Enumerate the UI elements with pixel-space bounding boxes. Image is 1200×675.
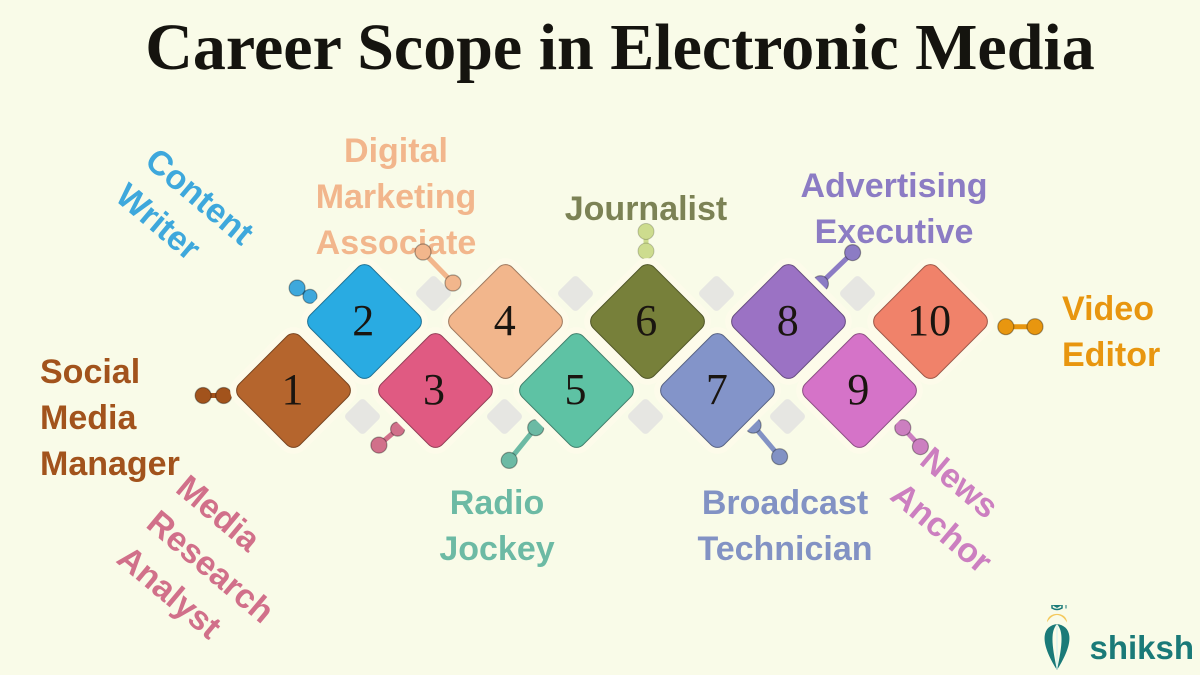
svg-text:shiksha: shiksha [1090, 629, 1193, 666]
